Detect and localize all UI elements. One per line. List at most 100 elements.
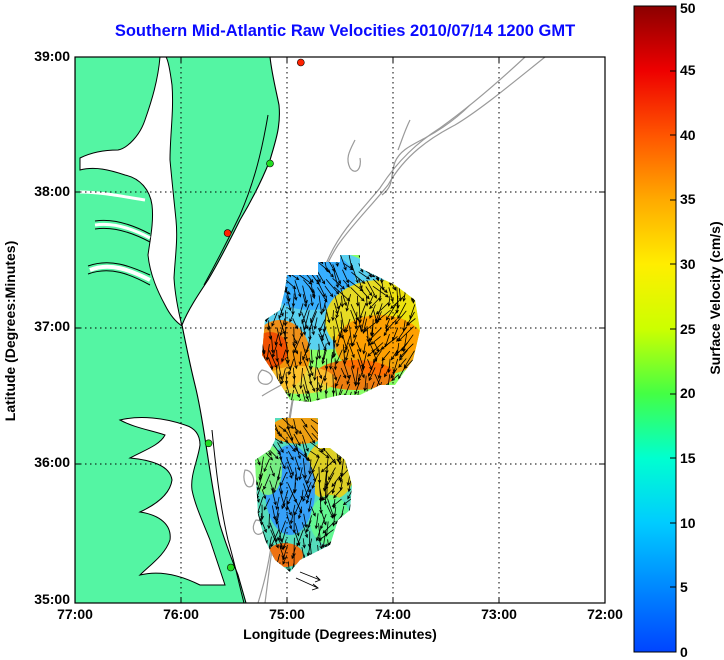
velocity-arrow <box>365 270 376 278</box>
velocity-vectors-offshore <box>295 571 321 591</box>
velocity-arrow <box>321 488 335 501</box>
velocity-arrow <box>315 528 321 542</box>
axis-ticks <box>75 57 605 603</box>
velocity-arrow <box>306 472 313 485</box>
velocity-arrow <box>367 360 376 378</box>
velocity-arrow <box>360 311 367 333</box>
velocity-arrow <box>302 481 312 502</box>
velocity-arrow <box>320 326 327 342</box>
velocity-arrow <box>346 374 352 385</box>
velocity-arrow <box>318 382 322 393</box>
velocity-arrow <box>283 310 288 327</box>
velocity-arrow <box>377 309 391 321</box>
velocity-arrow <box>325 450 337 464</box>
velocity-arrow <box>296 529 304 547</box>
velocity-arrow <box>322 521 336 534</box>
velocity-arrow <box>331 472 343 488</box>
colorbar-tick-label: 15 <box>680 450 696 466</box>
velocity-arrow <box>335 374 342 388</box>
velocity-arrow <box>353 326 360 339</box>
colorbar-tick-label: 40 <box>680 127 696 143</box>
velocity-arrow <box>401 334 414 352</box>
velocity-arrow <box>261 489 267 500</box>
velocity-arrow <box>343 335 351 354</box>
velocity-arrow <box>263 473 271 491</box>
velocity-arrow <box>336 328 343 348</box>
velocity-arrow <box>291 547 296 560</box>
velocity-arrow <box>369 304 376 319</box>
radar-stations <box>204 58 305 572</box>
colorbar-tick-label: 25 <box>680 321 696 337</box>
velocity-arrow <box>311 456 320 474</box>
velocity-arrow <box>368 327 382 342</box>
velocity-arrow <box>384 366 391 378</box>
velocity-arrow <box>292 350 298 370</box>
velocity-arrow <box>295 467 299 482</box>
velocity-arrow <box>317 343 322 360</box>
velocity-arrow <box>359 303 367 320</box>
velocity-arrow <box>316 279 326 298</box>
velocity-arrow <box>293 482 297 494</box>
velocity-arrow <box>394 310 407 325</box>
velocity-arrow <box>324 333 331 346</box>
velocity-arrow <box>358 271 371 280</box>
velocity-arrow <box>398 350 408 361</box>
velocity-arrow <box>298 467 303 481</box>
velocity-arrow <box>381 278 385 291</box>
radar-station-marker <box>266 159 274 168</box>
velocity-arrow <box>342 269 349 284</box>
velocity-arrow <box>282 539 287 550</box>
velocity-arrow <box>397 326 414 342</box>
velocity-arrow <box>294 280 302 298</box>
velocity-arrow <box>397 302 407 320</box>
velocity-arrow <box>298 351 303 366</box>
velocity-arrow <box>307 498 312 513</box>
colorbar-ticks <box>670 70 676 588</box>
velocity-arrow <box>363 318 381 332</box>
velocity-arrow <box>317 529 334 542</box>
velocity-arrow <box>286 513 293 530</box>
colorbar-tick-label: 35 <box>680 191 696 207</box>
velocity-arrow <box>324 261 329 272</box>
x-tick-label: 73:00 <box>481 606 517 622</box>
velocity-arrow <box>302 425 316 444</box>
velocity-arrow <box>358 278 363 290</box>
y-tick-label: 36:00 <box>34 454 70 470</box>
velocity-arrow <box>289 389 294 402</box>
velocity-arrow <box>326 505 334 519</box>
velocity-arrow <box>302 285 308 304</box>
velocity-arrow <box>368 294 374 306</box>
velocity-arrow <box>293 496 303 514</box>
velocity-arrow <box>357 358 365 379</box>
velocity-arrow <box>347 480 352 493</box>
velocity-arrow <box>370 336 381 345</box>
velocity-arrow <box>271 342 278 358</box>
velocity-arrow <box>340 255 347 271</box>
y-tick-label: 38:00 <box>34 183 70 199</box>
velocity-arrow <box>302 293 308 308</box>
velocity-arrow <box>354 382 360 396</box>
radar-station-marker <box>296 58 305 67</box>
velocity-arrow <box>317 287 328 303</box>
velocity-arrow <box>324 285 334 298</box>
velocity-arrow <box>271 488 277 506</box>
velocity-arrow <box>308 311 317 331</box>
velocity-arrow <box>311 473 319 490</box>
velocity-arrow <box>318 295 324 316</box>
x-axis-label: Longitude (Degrees:Minutes) <box>243 626 437 642</box>
velocity-arrow <box>292 342 299 355</box>
velocity-arrow <box>319 319 326 332</box>
velocity-arrow <box>303 384 309 400</box>
velocity-arrow <box>350 357 355 370</box>
velocity-arrow <box>302 434 309 453</box>
velocity-arrow <box>308 391 313 402</box>
velocity-arrow <box>289 311 295 323</box>
velocity-arrow <box>375 302 389 315</box>
velocity-arrow <box>287 465 293 479</box>
velocity-arrow <box>261 522 267 534</box>
radar-station-marker <box>223 229 232 237</box>
velocity-arrow <box>299 367 303 390</box>
velocity-arrow <box>332 278 346 290</box>
velocity-arrow <box>281 349 287 363</box>
